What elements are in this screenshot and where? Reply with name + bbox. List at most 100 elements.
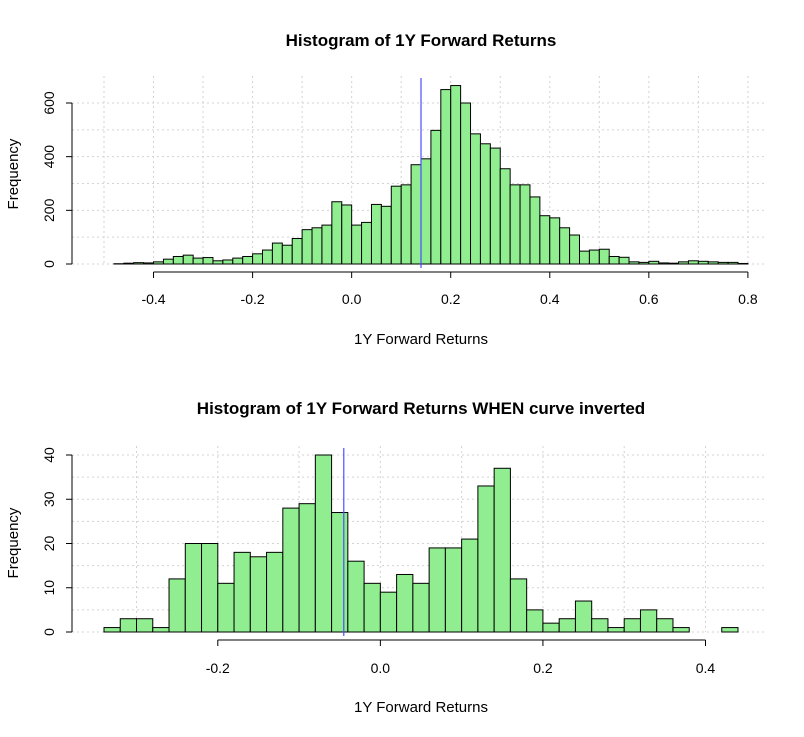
histogram-bar — [639, 609, 658, 633]
histogram-bar — [370, 203, 382, 265]
histogram-bar — [202, 257, 214, 265]
y-axis: 0 200 400 600 — [41, 91, 73, 268]
histogram-bar — [591, 618, 609, 633]
histogram-bar — [222, 259, 234, 265]
y-tick-label: 0 — [41, 260, 57, 268]
histogram-bar — [168, 578, 186, 633]
histogram-bar — [721, 627, 739, 633]
x-tick-label: 0.8 — [738, 291, 758, 307]
histogram-bar — [607, 627, 625, 633]
histogram-bar — [440, 89, 452, 265]
histogram-bar — [420, 158, 432, 265]
histogram-bar — [574, 600, 593, 633]
histogram-bar — [687, 260, 699, 265]
histogram-bar — [569, 234, 580, 265]
histogram-bar — [460, 102, 472, 265]
histogram-bar — [291, 238, 303, 265]
histogram-bar — [153, 261, 164, 265]
x-tick-label: -0.2 — [206, 660, 230, 676]
histogram-bar — [233, 551, 251, 633]
panel-1y-returns-curve-inverted: 0 10 20 30 40 -0.2 0.0 0.2 0.4 Histogram of 1Y … — [5, 399, 767, 716]
histogram-bar — [363, 582, 381, 633]
histogram-bar — [361, 221, 372, 265]
histogram-bar — [252, 253, 263, 265]
histogram-bar — [152, 627, 170, 633]
histogram-bar — [184, 543, 203, 633]
histogram-bar — [331, 512, 349, 633]
x-tick-label: -0.4 — [141, 291, 165, 307]
histogram-bar — [656, 618, 674, 633]
x-axis: -0.2 0.0 0.2 0.4 — [206, 639, 716, 676]
histogram-bar — [182, 254, 194, 265]
bars — [113, 85, 749, 265]
histogram-bar — [717, 261, 729, 265]
histogram-bar — [444, 547, 463, 633]
histogram-bar — [123, 262, 135, 265]
x-tick-label: 0.4 — [696, 660, 716, 676]
histogram-bar — [598, 248, 610, 265]
histogram-bar — [623, 618, 641, 633]
histogram-bar — [103, 627, 121, 633]
histogram-bar — [249, 556, 268, 633]
histogram-bar — [608, 255, 620, 265]
histogram-bar — [707, 261, 719, 265]
histogram-bar — [479, 143, 491, 265]
histogram-bar — [331, 201, 343, 265]
histogram-bar — [311, 227, 323, 265]
histogram-bar — [727, 261, 739, 265]
histogram-bar — [588, 249, 600, 265]
y-tick-label: 600 — [41, 91, 57, 115]
histogram-bar — [737, 262, 749, 265]
histogram-bar — [428, 547, 446, 633]
x-tick-label: -0.2 — [241, 291, 265, 307]
x-tick-label: 0.4 — [540, 291, 560, 307]
y-tick-label: 400 — [41, 145, 57, 169]
histogram-bar — [143, 262, 155, 265]
histogram-bar — [519, 184, 531, 265]
x-tick-label: 0.2 — [533, 660, 553, 676]
histogram-bar — [542, 622, 560, 633]
histogram-bar — [201, 543, 219, 633]
histogram-bar — [697, 260, 709, 265]
histogram-bar — [489, 147, 501, 265]
y-tick-label: 40 — [41, 447, 57, 463]
histogram-bar — [217, 582, 235, 633]
histogram-bar — [379, 591, 398, 633]
histogram-bar — [410, 164, 422, 265]
x-tick-label: 0.2 — [441, 291, 461, 307]
histogram-bar — [212, 260, 224, 265]
y-axis-label: Frequency — [5, 138, 22, 209]
histogram-bar — [509, 184, 521, 265]
histogram-bar — [678, 261, 689, 265]
y-tick-label: 10 — [41, 580, 57, 596]
histogram-bar — [351, 224, 363, 265]
panel-1y-returns: 0 200 400 600 -0.4 -0.2 0.0 0.2 0.4 0.6 0.8 Histo… — [5, 31, 767, 348]
histogram-bar — [509, 578, 528, 633]
chart-title: Histogram of 1Y Forward Returns — [286, 31, 557, 50]
y-axis-label: Frequency — [5, 507, 22, 578]
histogram-bar — [390, 185, 402, 265]
histogram-bar — [136, 618, 154, 633]
histogram-bar — [314, 454, 333, 633]
histogram-bar — [430, 129, 442, 265]
histogram-bar — [119, 618, 138, 633]
histogram-bar — [658, 262, 670, 265]
y-tick-label: 200 — [41, 198, 57, 222]
histogram-bar — [232, 257, 244, 265]
histogram-bar — [549, 217, 561, 265]
histogram-bar — [262, 249, 273, 265]
histogram-bar — [266, 551, 284, 633]
histogram-bar — [559, 227, 571, 265]
histogram-bar — [396, 573, 414, 633]
histogram-bar — [648, 260, 660, 265]
y-tick-label: 30 — [41, 491, 57, 507]
histogram-bar — [321, 224, 333, 265]
x-axis: -0.4 -0.2 0.0 0.2 0.4 0.6 0.8 — [141, 271, 758, 307]
histogram-bar — [301, 229, 313, 265]
histogram-bar — [499, 168, 511, 265]
histogram-bar — [281, 244, 293, 265]
histogram-bar — [347, 560, 365, 633]
x-axis-label: 1Y Forward Returns — [354, 331, 488, 348]
histogram-bar — [450, 85, 462, 265]
histogram-bar — [618, 256, 630, 265]
